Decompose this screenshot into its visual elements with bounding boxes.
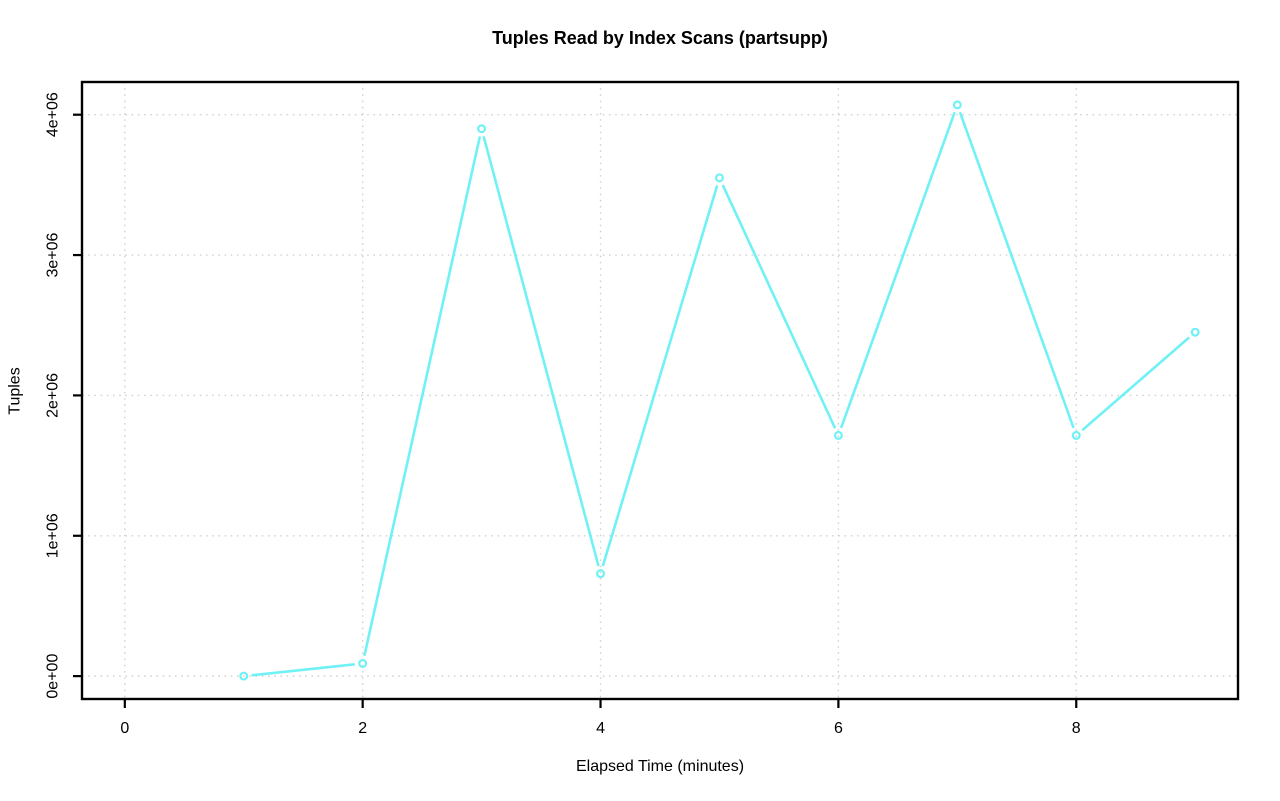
y-tick-label: 2e+06 [45,373,62,418]
series-line-segment [601,185,719,567]
x-tick-label: 6 [834,720,843,737]
series-line-segment [721,184,836,429]
data-point-marker [1071,430,1081,440]
data-point-marker [833,430,843,440]
y-axis-title-wrap: Tuples [0,82,32,699]
x-tick-label: 8 [1072,720,1081,737]
x-axis-title: Elapsed Time (minutes) [575,758,745,775]
series-line-segment [363,136,481,657]
series-line-segment [251,663,356,677]
data-point-marker [1190,327,1200,337]
chart-title: Tuples Read by Index Scans (partsupp) [492,28,828,48]
y-tick-label: 1e+06 [45,513,62,558]
x-tick-label: 4 [596,720,605,737]
series-line-segment [1081,336,1190,431]
series-line-segment [959,112,1075,429]
data-point-marker [239,671,249,681]
data-point-marker [477,124,487,134]
series-line-segment [840,112,956,429]
x-tick-label: 2 [358,720,367,737]
y-tick-label: 0e+00 [45,654,62,699]
y-tick-label: 4e+06 [45,92,62,137]
data-point-marker [714,173,724,183]
series-line-segment [482,136,600,567]
data-point-marker [952,100,962,110]
y-tick-label: 3e+06 [45,232,62,277]
data-point-marker [596,569,606,579]
data-point-marker [358,658,368,668]
y-axis-title: Tuples [7,366,24,415]
plot-border [80,80,1240,701]
x-tick-label: 0 [120,720,129,737]
